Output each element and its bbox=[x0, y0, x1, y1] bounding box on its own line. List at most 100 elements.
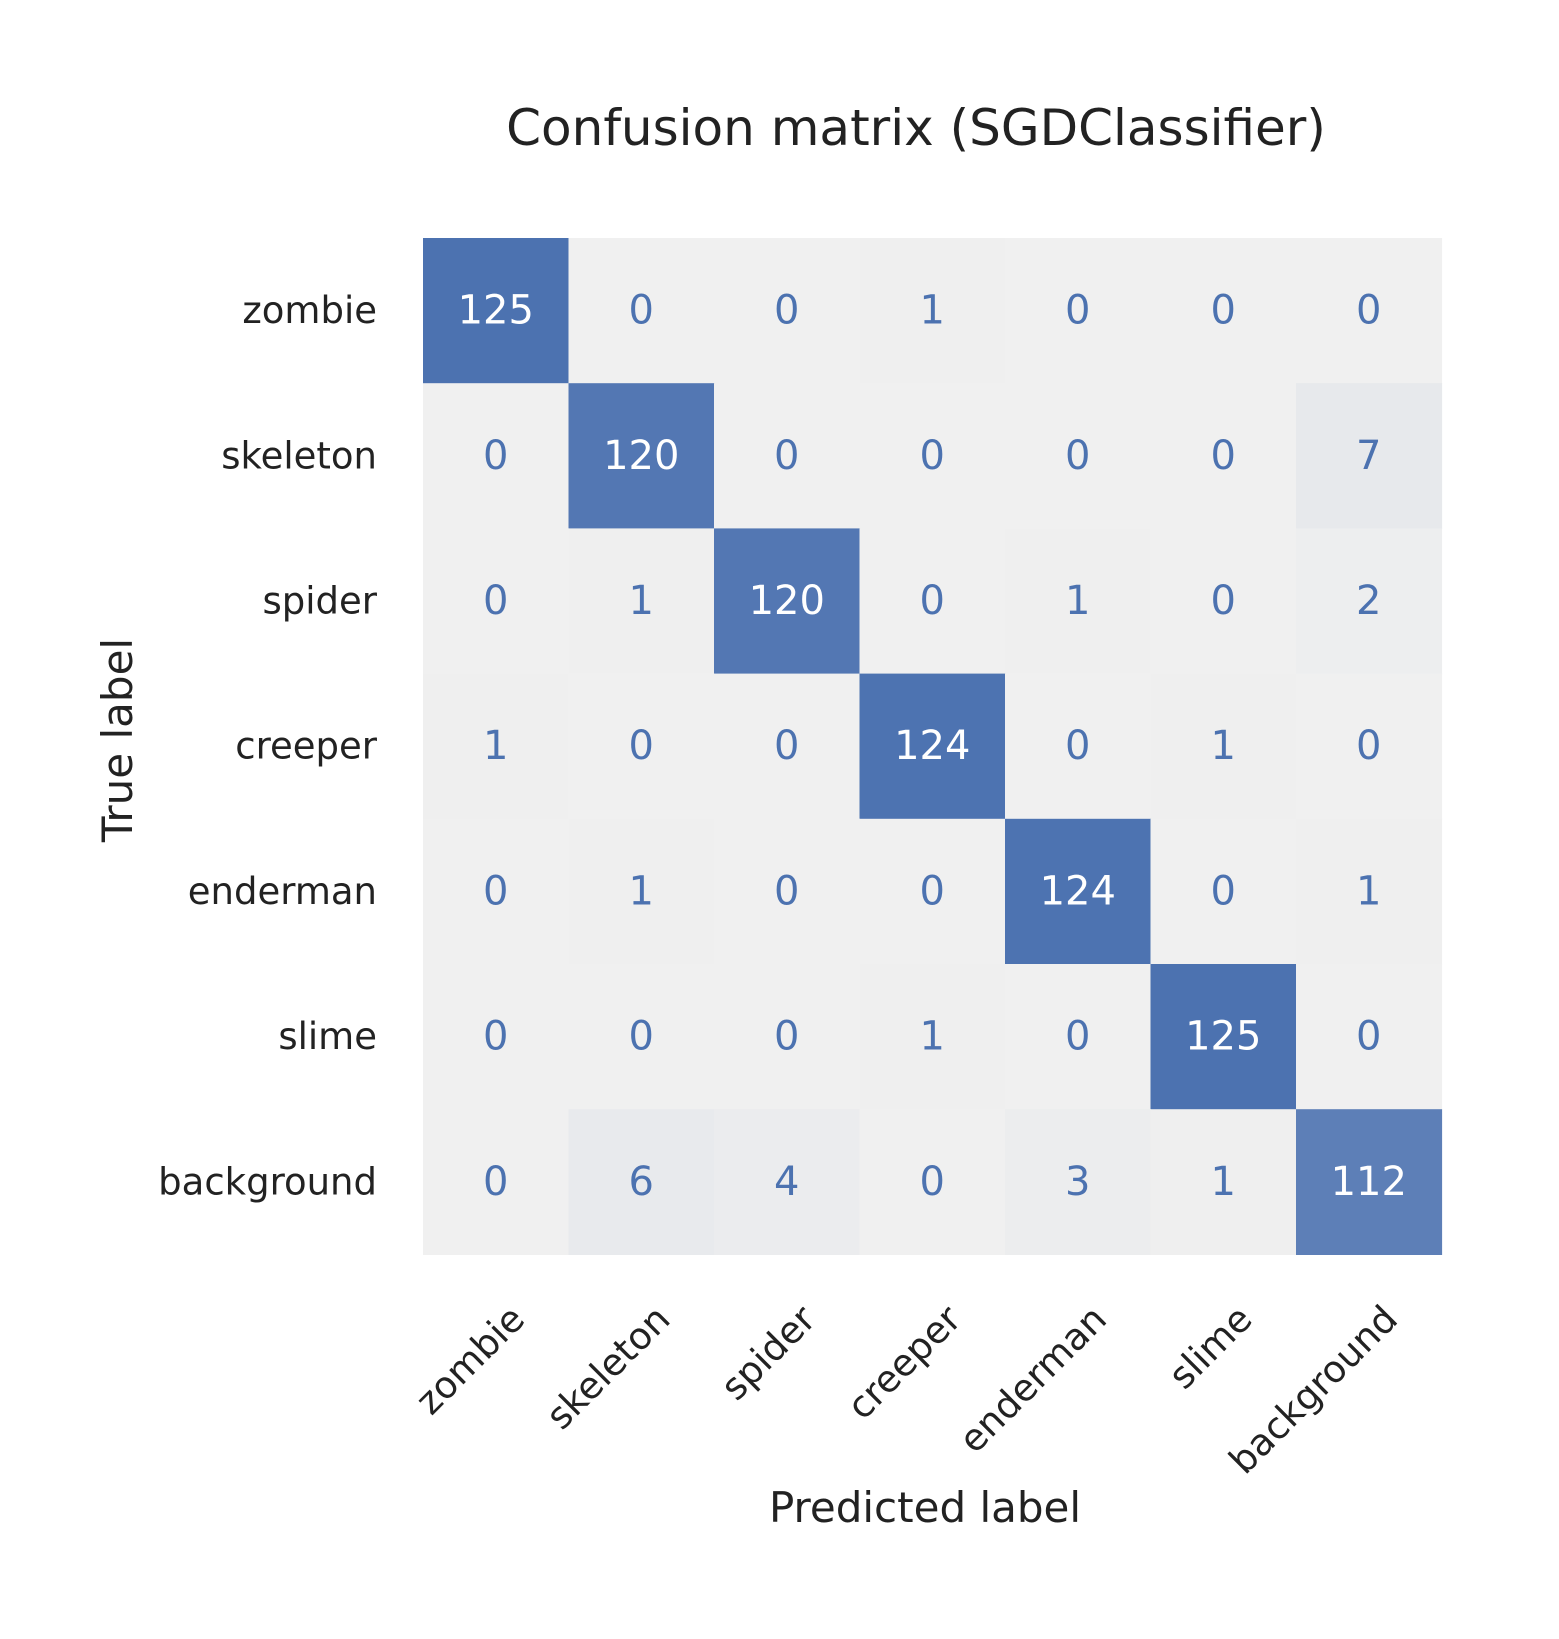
heatmap-cell-enderman-slime bbox=[1150, 818, 1297, 965]
cell-value: 0 bbox=[483, 578, 508, 624]
y-tick-label: zombie bbox=[242, 289, 377, 332]
cell-value: 0 bbox=[1356, 1014, 1381, 1060]
cell-value: 1 bbox=[920, 1014, 945, 1060]
heatmap-cell-slime-slime bbox=[1150, 964, 1297, 1110]
heatmap-cell-zombie-skeleton bbox=[568, 238, 715, 384]
heatmap-cell-slime-background bbox=[1296, 964, 1443, 1110]
heatmap-cell-background-zombie bbox=[423, 1109, 570, 1255]
cell-value: 124 bbox=[894, 723, 970, 769]
heatmap-cell-zombie-background bbox=[1296, 238, 1443, 384]
heatmap-cell-slime-skeleton bbox=[568, 964, 715, 1110]
heatmap-cell-spider-skeleton bbox=[568, 528, 715, 675]
cell-value: 7 bbox=[1356, 433, 1381, 479]
cell-value: 0 bbox=[920, 578, 945, 624]
heatmap-cell-zombie-slime bbox=[1150, 238, 1297, 384]
cell-value: 1 bbox=[629, 868, 654, 914]
cell-value: 6 bbox=[629, 1159, 654, 1205]
cell-value: 0 bbox=[920, 868, 945, 914]
x-tick-label: enderman bbox=[951, 1297, 1115, 1461]
cell-value: 0 bbox=[1065, 1014, 1090, 1060]
cell-value: 1 bbox=[1211, 723, 1236, 769]
cell-value: 0 bbox=[1065, 433, 1090, 479]
heatmap-cells bbox=[423, 238, 1443, 1255]
cell-value: 125 bbox=[458, 288, 534, 334]
heatmap-cell-background-creeper bbox=[859, 1109, 1006, 1255]
y-tick-label: skeleton bbox=[221, 434, 377, 477]
cell-value: 0 bbox=[629, 288, 654, 334]
cell-value: 0 bbox=[629, 1014, 654, 1060]
heatmap-cell-creeper-background bbox=[1296, 673, 1443, 820]
cell-value: 1 bbox=[1211, 1159, 1236, 1205]
heatmap-cell-creeper-skeleton bbox=[568, 673, 715, 820]
x-tick-label: slime bbox=[1160, 1297, 1260, 1397]
cell-value: 0 bbox=[483, 1159, 508, 1205]
heatmap-cell-spider-spider bbox=[714, 528, 861, 675]
cell-value: 125 bbox=[1185, 1014, 1261, 1060]
x-tick-label: zombie bbox=[407, 1297, 533, 1423]
cell-value: 0 bbox=[1211, 868, 1236, 914]
heatmap-cell-enderman-creeper bbox=[859, 818, 1006, 965]
cell-value: 1 bbox=[1356, 868, 1381, 914]
cell-value: 0 bbox=[774, 723, 799, 769]
cell-value: 0 bbox=[1065, 723, 1090, 769]
heatmap-cell-skeleton-zombie bbox=[423, 383, 570, 529]
heatmap-cell-skeleton-spider bbox=[714, 383, 861, 529]
cell-value: 0 bbox=[774, 433, 799, 479]
cell-value: 1 bbox=[1065, 578, 1090, 624]
heatmap-cell-background-slime bbox=[1150, 1109, 1297, 1255]
cell-value: 0 bbox=[920, 433, 945, 479]
heatmap-cell-skeleton-skeleton bbox=[568, 383, 715, 529]
heatmap-cell-background-background bbox=[1296, 1109, 1443, 1255]
cell-value: 0 bbox=[483, 1014, 508, 1060]
heatmap-cell-spider-slime bbox=[1150, 528, 1297, 675]
y-tick-label: background bbox=[158, 1160, 377, 1203]
cell-value: 0 bbox=[774, 1014, 799, 1060]
cell-value: 4 bbox=[774, 1159, 799, 1205]
y-tick-label: creeper bbox=[235, 725, 378, 768]
heatmap-cell-skeleton-background bbox=[1296, 383, 1443, 529]
heatmap-cell-creeper-enderman bbox=[1005, 673, 1152, 820]
heatmap-cell-slime-creeper bbox=[859, 964, 1006, 1110]
heatmap-cell-enderman-background bbox=[1296, 818, 1443, 965]
cell-value: 0 bbox=[629, 723, 654, 769]
x-axis-label: Predicted label bbox=[769, 1483, 1081, 1532]
cell-value: 120 bbox=[749, 578, 825, 624]
cell-value: 1 bbox=[629, 578, 654, 624]
cell-value: 1 bbox=[920, 288, 945, 334]
cell-value: 0 bbox=[1356, 723, 1381, 769]
heatmap-cell-skeleton-slime bbox=[1150, 383, 1297, 529]
cell-value: 0 bbox=[1211, 578, 1236, 624]
heatmap-cell-zombie-creeper bbox=[859, 238, 1006, 384]
cell-value: 120 bbox=[603, 433, 679, 479]
heatmap-cell-enderman-skeleton bbox=[568, 818, 715, 965]
heatmap-cell-background-skeleton bbox=[568, 1109, 715, 1255]
heatmap-cell-spider-creeper bbox=[859, 528, 1006, 675]
heatmap-cell-spider-enderman bbox=[1005, 528, 1152, 675]
cell-value: 0 bbox=[774, 288, 799, 334]
y-tick-label: slime bbox=[278, 1015, 377, 1058]
chart-title: Confusion matrix (SGDClassifier) bbox=[506, 99, 1326, 157]
cell-values: 125 0 0 1 0 0 00 120 0 0 0 0 70 1 120 0 1 0 21 0 0 124 0 1 00 1 0 0… bbox=[458, 288, 1407, 1205]
heatmap-cell-skeleton-creeper bbox=[859, 383, 1006, 529]
heatmap-cell-skeleton-enderman bbox=[1005, 383, 1152, 529]
cell-value: 0 bbox=[774, 868, 799, 914]
heatmap-cell-zombie-zombie bbox=[423, 238, 570, 384]
heatmap-cell-spider-zombie bbox=[423, 528, 570, 675]
cell-value: 0 bbox=[1065, 288, 1090, 334]
y-tick-label: enderman bbox=[188, 870, 377, 913]
cell-value: 0 bbox=[483, 868, 508, 914]
cell-value: 124 bbox=[1040, 868, 1116, 914]
heatmap-cell-creeper-slime bbox=[1150, 673, 1297, 820]
x-tick-label: spider bbox=[713, 1297, 825, 1409]
cell-value: 3 bbox=[1065, 1159, 1090, 1205]
x-tick-label: creeper bbox=[839, 1297, 970, 1428]
cell-value: 1 bbox=[483, 723, 508, 769]
heatmap-cell-background-spider bbox=[714, 1109, 861, 1255]
heatmap-cell-enderman-enderman bbox=[1005, 818, 1152, 965]
heatmap-cell-slime-zombie bbox=[423, 964, 570, 1110]
heatmap-cell-slime-enderman bbox=[1005, 964, 1152, 1110]
cell-value: 0 bbox=[1211, 433, 1236, 479]
cell-value: 0 bbox=[483, 433, 508, 479]
